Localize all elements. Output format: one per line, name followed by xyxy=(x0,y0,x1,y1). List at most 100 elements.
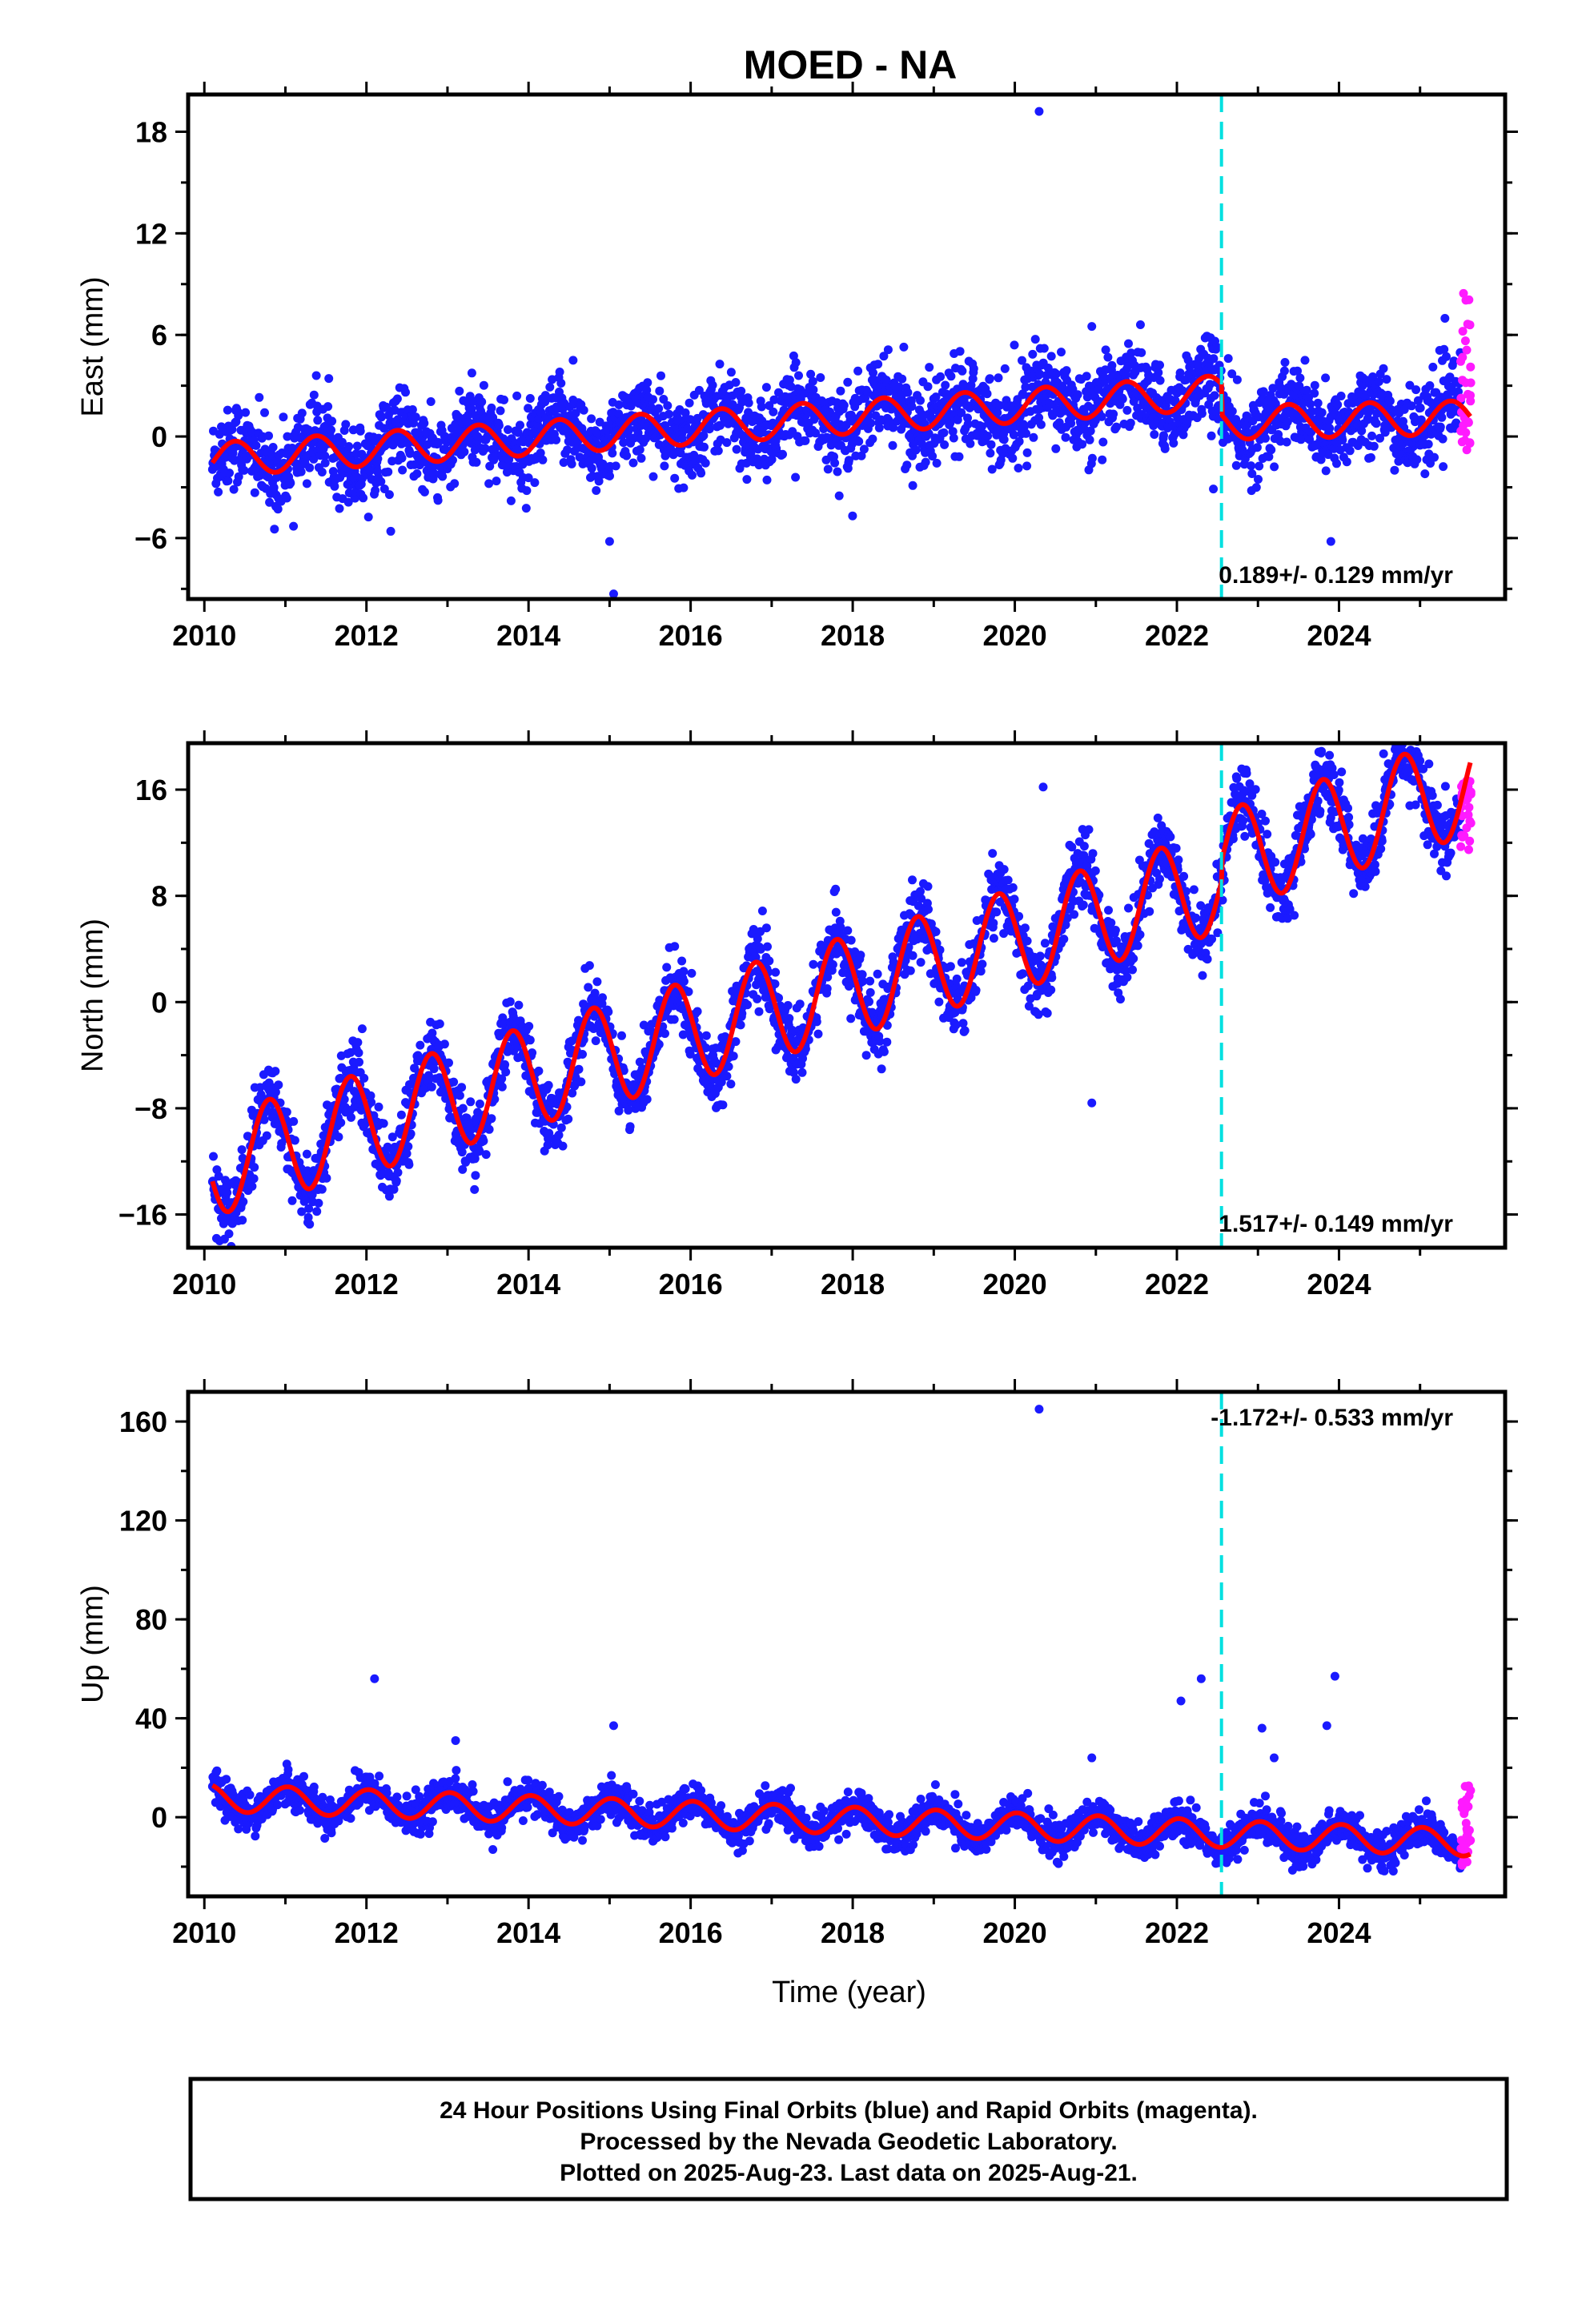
data-point xyxy=(1070,910,1079,919)
data-point xyxy=(347,1112,355,1122)
data-point xyxy=(262,1131,271,1140)
data-point xyxy=(500,395,508,404)
data-point xyxy=(556,379,566,388)
data-point xyxy=(983,432,993,440)
data-point xyxy=(322,1173,331,1183)
data-point xyxy=(592,486,601,495)
data-point xyxy=(472,457,481,467)
data-point xyxy=(654,1039,664,1049)
data-point xyxy=(1170,396,1180,405)
data-point xyxy=(843,377,853,387)
data-point xyxy=(1039,344,1049,353)
data-point xyxy=(1040,939,1050,948)
data-point xyxy=(786,382,796,392)
data-point xyxy=(662,963,672,972)
data-point xyxy=(313,416,323,425)
data-point xyxy=(999,929,1009,939)
data-point xyxy=(402,1149,412,1158)
data-point xyxy=(797,1068,807,1077)
data-point xyxy=(1084,825,1094,834)
data-point xyxy=(751,952,761,962)
data-point xyxy=(769,407,778,416)
data-point xyxy=(543,1140,552,1150)
data-point xyxy=(1357,426,1367,436)
data-point xyxy=(995,400,1005,410)
y-tick-label: 18 xyxy=(135,116,167,149)
data-point xyxy=(1420,469,1430,479)
data-point xyxy=(305,463,315,472)
data-point xyxy=(500,1059,510,1069)
data-point xyxy=(363,513,373,522)
data-point xyxy=(642,385,652,395)
data-point xyxy=(324,374,334,384)
data-point xyxy=(679,977,689,986)
data-point xyxy=(1101,345,1110,355)
data-point xyxy=(335,504,344,513)
data-point xyxy=(584,961,594,971)
data-point xyxy=(931,927,941,936)
data-point xyxy=(963,420,973,429)
data-point xyxy=(404,1160,414,1169)
data-point xyxy=(398,465,408,475)
data-point xyxy=(701,458,710,468)
data-point xyxy=(831,884,841,894)
data-point xyxy=(916,887,925,896)
data-point xyxy=(958,366,967,376)
data-point xyxy=(883,345,893,355)
rapid-point xyxy=(1463,320,1472,329)
data-point xyxy=(1150,430,1159,439)
data-point xyxy=(771,436,781,445)
data-point xyxy=(679,483,689,493)
data-point xyxy=(670,942,680,951)
data-point xyxy=(426,397,436,406)
data-point xyxy=(371,485,380,495)
data-point xyxy=(836,923,845,932)
data-point xyxy=(783,1001,793,1010)
data-point xyxy=(594,476,604,486)
data-point xyxy=(795,999,805,1009)
data-point xyxy=(379,424,389,433)
data-point xyxy=(791,1075,801,1084)
data-point xyxy=(882,1037,892,1047)
data-point xyxy=(1067,842,1077,852)
data-point xyxy=(924,905,933,914)
data-point xyxy=(1124,903,1133,913)
data-point xyxy=(899,342,909,352)
data-point xyxy=(608,448,617,458)
data-point xyxy=(234,411,243,420)
y-axis-label: East (mm) xyxy=(76,276,110,416)
data-point xyxy=(1112,422,1121,432)
data-point xyxy=(992,907,1002,917)
data-point xyxy=(1261,433,1270,443)
data-point xyxy=(1252,443,1262,452)
outlier-point xyxy=(1326,537,1335,546)
data-point xyxy=(1366,452,1375,462)
x-tick-label: 2010 xyxy=(172,619,236,652)
data-point xyxy=(846,935,856,945)
data-point xyxy=(297,408,307,418)
data-point xyxy=(1437,412,1447,422)
data-point xyxy=(408,405,417,414)
data-point xyxy=(545,382,555,392)
data-point xyxy=(296,467,306,476)
data-point xyxy=(660,461,669,471)
data-point xyxy=(393,1168,403,1177)
data-point xyxy=(888,440,897,450)
data-point xyxy=(925,363,934,372)
data-point xyxy=(857,970,867,979)
data-point xyxy=(663,401,673,410)
outlier-point xyxy=(386,526,396,536)
data-point xyxy=(969,364,978,373)
data-point xyxy=(830,458,840,468)
data-point xyxy=(846,1014,856,1023)
data-point xyxy=(694,385,704,395)
data-point xyxy=(574,1064,584,1074)
data-point xyxy=(1439,344,1449,354)
data-point xyxy=(989,919,998,928)
data-point xyxy=(455,1091,464,1100)
data-point xyxy=(700,442,709,452)
data-point xyxy=(354,1048,363,1058)
data-point xyxy=(1047,973,1057,983)
data-point xyxy=(1057,348,1066,357)
